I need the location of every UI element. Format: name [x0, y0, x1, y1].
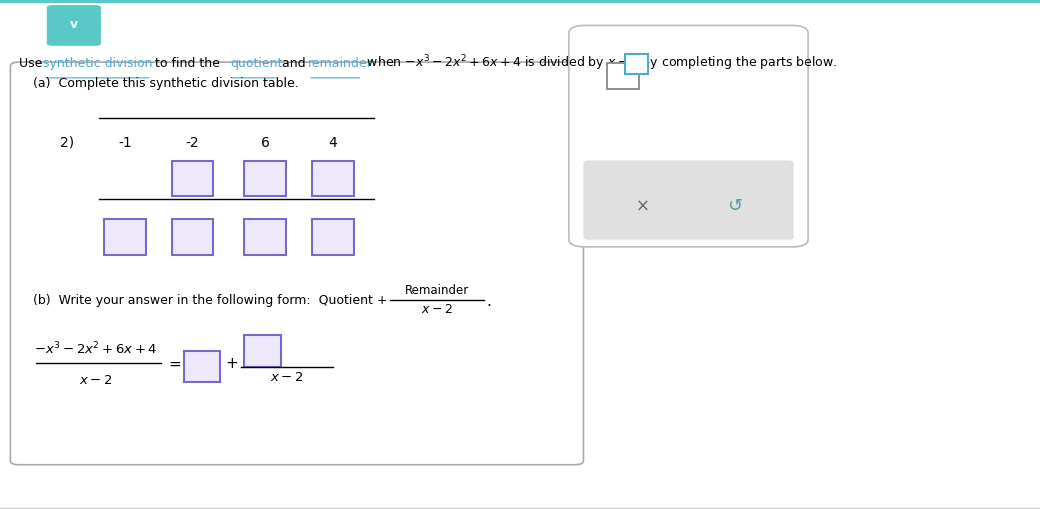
FancyBboxPatch shape [10, 62, 583, 465]
Text: Remainder: Remainder [405, 284, 469, 297]
Text: =: = [168, 356, 181, 372]
Text: .: . [487, 294, 492, 309]
Text: Use: Use [19, 57, 46, 70]
Text: -2: -2 [185, 135, 200, 150]
FancyBboxPatch shape [172, 219, 213, 255]
FancyBboxPatch shape [583, 160, 794, 240]
FancyBboxPatch shape [312, 161, 354, 196]
Text: (b)  Write your answer in the following form:  Quotient +: (b) Write your answer in the following f… [33, 294, 388, 307]
Text: quotient: quotient [230, 57, 282, 70]
Text: $x-2$: $x-2$ [421, 303, 452, 316]
FancyBboxPatch shape [244, 161, 286, 196]
FancyBboxPatch shape [244, 219, 286, 255]
Bar [625, 54, 648, 74]
Text: to find the: to find the [152, 57, 225, 70]
Text: synthetic division: synthetic division [43, 57, 152, 70]
FancyBboxPatch shape [312, 219, 354, 255]
Bar [607, 63, 639, 89]
Text: ×: × [635, 197, 650, 215]
FancyBboxPatch shape [172, 161, 213, 196]
Text: 2): 2) [60, 135, 75, 150]
Text: $-x^3-2x^2+6x+4$: $-x^3-2x^2+6x+4$ [34, 341, 157, 357]
Text: and: and [278, 57, 310, 70]
Text: v: v [70, 18, 78, 31]
FancyBboxPatch shape [569, 25, 808, 247]
Text: -1: -1 [118, 135, 132, 150]
Text: when $-x^3-2x^2+6x+4$ is divided by $x-2$ by completing the parts below.: when $-x^3-2x^2+6x+4$ is divided by $x-2… [363, 54, 837, 73]
FancyBboxPatch shape [104, 219, 146, 255]
Text: (a)  Complete this synthetic division table.: (a) Complete this synthetic division tab… [33, 77, 300, 91]
Text: +: + [226, 356, 238, 372]
FancyBboxPatch shape [244, 335, 281, 367]
FancyBboxPatch shape [47, 5, 101, 46]
Text: $x-2$: $x-2$ [270, 371, 304, 384]
Text: 4: 4 [329, 135, 337, 150]
FancyBboxPatch shape [184, 351, 220, 382]
Text: 6: 6 [261, 135, 269, 150]
Text: ↺: ↺ [727, 197, 742, 215]
Text: remainder: remainder [308, 57, 373, 70]
Text: $x-2$: $x-2$ [79, 374, 112, 387]
